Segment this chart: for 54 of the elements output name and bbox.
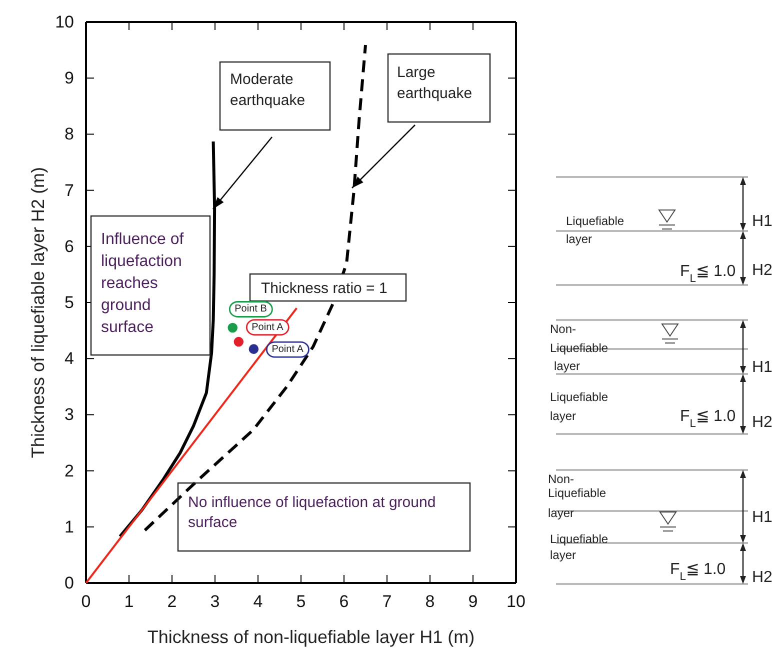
y-tick-label: 8 [64,124,74,144]
x-tick-label: 10 [506,592,526,612]
y-tick-label: 6 [64,236,74,256]
text: Liquefiable [550,390,608,404]
x-tick-label: 6 [339,592,349,612]
y-tick-label: 5 [64,292,74,312]
x-tick-label: 9 [468,592,478,612]
x-tick-label: 5 [296,592,306,612]
y-tick-label: 9 [64,68,74,88]
x-axis-title: Thickness of non-liquefiable layer H1 (m) [147,627,475,647]
text: Liquefiable [550,532,608,546]
annotation: Large earthquake [397,64,472,102]
text: Liquefiable [566,214,624,228]
text: H1 [752,509,773,526]
text: layer [566,232,592,246]
point [248,344,259,354]
point [234,336,244,347]
y-tick-label: 4 [64,349,74,368]
text: H2 [752,569,773,586]
y-tick-label: 10 [55,12,74,32]
y-tick-label: 0 [64,573,74,592]
y-axis-title: Thickness of liquefiable layer H2 (m) [28,166,48,458]
annotation: Thickness ratio = 1 [261,280,388,297]
x-tick-label: 8 [425,592,435,612]
annotation: Point B [234,304,268,315]
text: H1 [752,359,773,376]
x-tick-label: 2 [167,592,177,612]
text: H1 [752,213,773,230]
annotation: Influence of liquefaction reaches ground surface [101,231,184,336]
text: F$_{L}$≦ 1.0 [680,408,736,430]
y-tick-label: 7 [64,180,74,200]
x-tick-label: 0 [81,592,91,612]
x-tick-label: 7 [382,592,392,612]
annotation: Moderate earthquake [230,71,306,109]
x-tick-label: 4 [253,592,263,612]
text: F$_{L}$≦ 1.0 [680,263,736,285]
text: Liquefiable [548,486,606,500]
text: Non- [550,322,576,336]
text: H2 [752,262,773,279]
x-tick-label: 3 [210,592,220,612]
annotation: Point A [252,322,284,333]
annotation: No influence of liquefaction at ground surface [188,494,436,531]
y-tick-label: 1 [64,517,74,536]
x-tick-label: 1 [124,592,134,612]
text: layer [554,359,580,373]
y-tick-label: 3 [64,405,74,424]
point [228,322,238,333]
text: H2 [752,414,773,431]
text: Non- [548,472,574,486]
text: layer [550,409,576,423]
annotation: Point A [272,344,304,356]
text: F$_{L}$≦ 1.0 [670,561,726,583]
y-tick-label: 2 [64,461,74,480]
text: layer [550,548,576,562]
